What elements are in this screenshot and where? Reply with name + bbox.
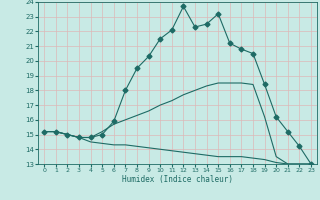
X-axis label: Humidex (Indice chaleur): Humidex (Indice chaleur) (122, 175, 233, 184)
